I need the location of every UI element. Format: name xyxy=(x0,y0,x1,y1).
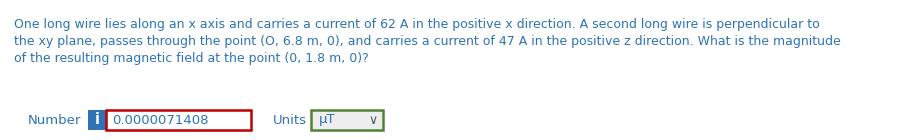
Text: ∨: ∨ xyxy=(368,115,377,128)
Text: i: i xyxy=(94,113,100,128)
FancyBboxPatch shape xyxy=(88,110,106,130)
Text: the xy plane, passes through the point (O, 6.8 m, 0), and carries a current of 4: the xy plane, passes through the point (… xyxy=(14,35,841,48)
Text: Units: Units xyxy=(273,114,307,127)
FancyBboxPatch shape xyxy=(106,110,251,130)
FancyBboxPatch shape xyxy=(311,110,383,130)
Text: Number: Number xyxy=(28,114,82,127)
Text: μT: μT xyxy=(319,114,336,127)
Text: of the resulting magnetic field at the point (0, 1.8 m, 0)?: of the resulting magnetic field at the p… xyxy=(14,52,369,65)
Text: One long wire lies along an x axis and carries a current of 62 A in the positive: One long wire lies along an x axis and c… xyxy=(14,18,820,31)
Text: 0.0000071408: 0.0000071408 xyxy=(112,114,209,127)
